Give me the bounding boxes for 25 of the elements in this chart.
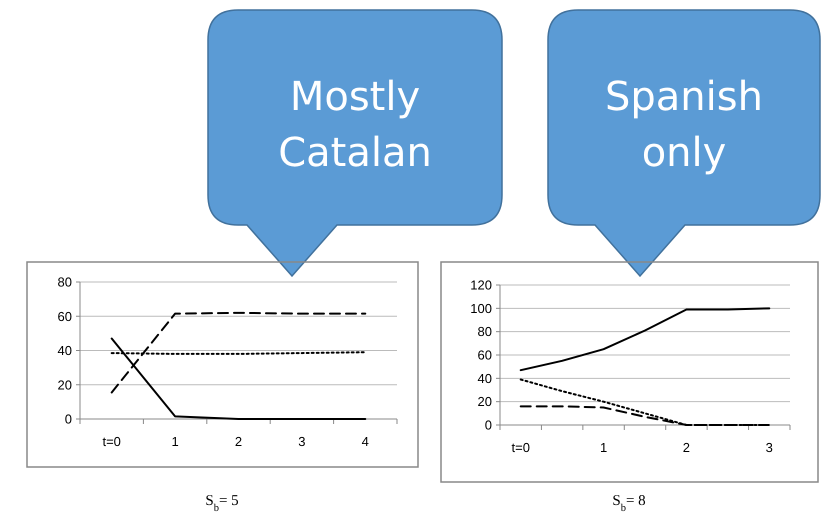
y-tick-label: 80 [478,324,492,340]
y-tick-label: 20 [58,377,72,392]
x-tick-label: 3 [298,434,306,449]
x-tick-label: t=0 [102,434,121,449]
x-tick-label: 2 [234,434,242,449]
y-tick-label: 60 [478,348,492,363]
y-tick-label: 80 [58,274,72,290]
x-tick-label: t=0 [511,440,530,455]
x-tick-label: 3 [766,440,773,455]
y-tick-label: 0 [64,412,72,427]
y-tick-label: 40 [58,343,72,358]
x-tick-label: 2 [682,440,690,455]
x-tick-label: 1 [600,440,608,455]
y-tick-label: 60 [58,308,72,324]
x-axis-title: S$_{b}$= 8 [612,493,646,514]
y-tick-label: 40 [478,370,492,386]
y-tick-label: 120 [470,278,492,293]
x-tick-label: 1 [171,434,179,449]
y-tick-label: 20 [478,394,492,410]
y-tick-label: 100 [470,300,492,316]
x-tick-label: 4 [362,434,369,449]
x-axis-title: S$_{b}$= 5 [205,493,239,514]
text: Mostly Catalan [278,74,432,176]
y-tick-label: 0 [484,418,492,433]
text: Spanish only [605,74,763,176]
